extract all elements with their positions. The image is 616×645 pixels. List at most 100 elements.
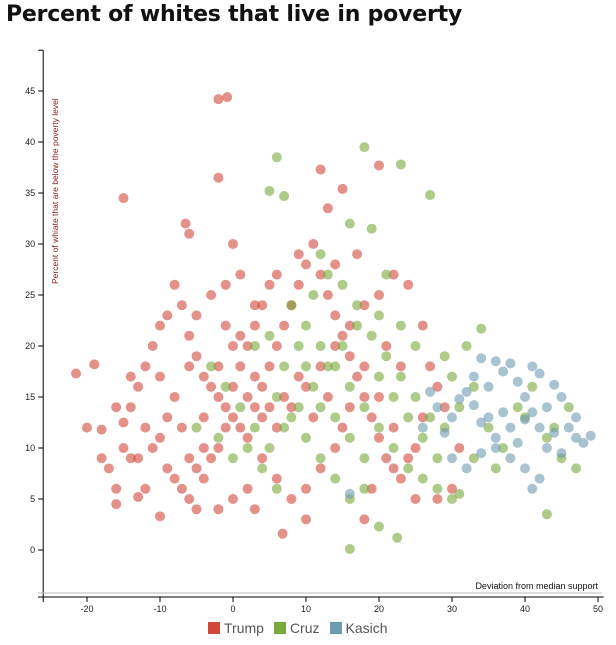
point-cruz <box>271 392 282 402</box>
point-trump <box>89 359 100 370</box>
point-trump <box>388 422 399 433</box>
point-trump <box>184 330 195 341</box>
point-kasich <box>454 394 465 405</box>
points-layer <box>71 92 596 554</box>
point-trump <box>213 361 224 372</box>
point-trump <box>213 504 224 515</box>
x-tick-label: 0 <box>230 604 235 614</box>
point-trump <box>184 494 195 504</box>
point-cruz <box>286 412 297 423</box>
point-trump <box>271 473 282 484</box>
point-cruz <box>490 463 501 474</box>
point-trump <box>125 453 136 464</box>
point-trump <box>118 443 129 453</box>
point-trump <box>176 300 187 311</box>
point-kasich <box>512 376 523 387</box>
point-trump <box>118 193 129 204</box>
point-trump <box>301 483 311 494</box>
y-tick-label: 10 <box>25 443 35 453</box>
point-cruz <box>461 341 472 351</box>
point-trump <box>410 443 421 453</box>
y-tick: 5 <box>30 494 44 504</box>
point-trump <box>176 483 187 494</box>
y-tick: 35 <box>25 188 44 198</box>
point-kasich <box>468 371 479 382</box>
point-cruz <box>541 509 552 520</box>
point-trump <box>155 511 165 522</box>
point-trump <box>147 341 158 351</box>
point-cruz <box>447 494 457 504</box>
point-trump <box>228 381 238 392</box>
legend-swatch-trump <box>208 622 220 634</box>
point-kasich <box>439 427 450 438</box>
y-tick-label: 20 <box>25 341 35 351</box>
point-trump <box>169 473 180 484</box>
legend-item-cruz: Cruz <box>273 620 320 636</box>
point-kasich <box>549 427 560 438</box>
point-cruz <box>315 341 326 351</box>
legend-item-kasich: Kasich <box>329 620 388 636</box>
point-trump <box>249 300 260 311</box>
point-trump <box>257 453 268 464</box>
point-cruz <box>337 341 348 351</box>
point-trump <box>322 290 333 300</box>
y-tick-label: 35 <box>25 188 35 198</box>
point-kasich <box>490 356 501 367</box>
legend: Trump Cruz Kasich <box>208 620 388 636</box>
y-tick-label: 25 <box>25 290 35 300</box>
point-cruz <box>249 422 260 433</box>
point-kasich <box>578 437 589 448</box>
point-trump <box>220 279 231 290</box>
point-trump <box>82 422 92 433</box>
point-cruz <box>286 300 297 311</box>
point-cruz <box>257 463 268 474</box>
point-kasich <box>476 417 487 428</box>
point-cruz <box>293 341 304 351</box>
point-trump <box>140 483 151 494</box>
point-cruz <box>315 402 326 413</box>
point-cruz <box>293 402 304 413</box>
point-trump <box>344 351 355 362</box>
point-kasich <box>541 402 552 413</box>
point-cruz <box>220 381 231 392</box>
point-kasich <box>344 488 355 499</box>
x-tick: 10 <box>301 597 311 614</box>
point-cruz <box>322 361 333 372</box>
point-cruz <box>395 320 406 331</box>
point-cruz <box>388 443 399 453</box>
point-trump <box>206 453 217 464</box>
point-trump <box>417 320 428 331</box>
point-cruz <box>206 361 217 372</box>
point-trump <box>359 392 370 402</box>
point-trump <box>133 381 144 392</box>
point-cruz <box>301 320 311 331</box>
point-trump <box>337 183 348 194</box>
point-cruz <box>425 190 436 201</box>
y-tick: 20 <box>25 341 44 351</box>
point-trump <box>395 473 406 484</box>
point-trump <box>125 371 136 382</box>
point-trump <box>222 92 233 103</box>
point-trump <box>228 341 238 351</box>
point-trump <box>184 361 195 372</box>
point-cruz <box>330 361 341 372</box>
point-trump <box>191 504 202 515</box>
y-tick: 30 <box>25 239 44 249</box>
point-trump <box>301 514 311 525</box>
x-tick: 0 <box>230 597 236 614</box>
x-tick: -20 <box>80 597 94 614</box>
point-kasich <box>483 412 494 423</box>
point-trump <box>96 424 107 435</box>
point-trump <box>125 402 136 413</box>
point-cruz <box>344 218 355 229</box>
point-trump <box>337 422 348 433</box>
point-trump <box>235 269 246 280</box>
point-trump <box>228 412 238 423</box>
legend-label-trump: Trump <box>224 620 264 636</box>
point-cruz <box>425 412 436 423</box>
x-axis-label: Deviation from median support <box>475 581 598 591</box>
point-kasich <box>520 414 530 425</box>
point-trump <box>264 279 275 290</box>
point-trump <box>169 279 180 290</box>
point-trump <box>308 239 319 249</box>
